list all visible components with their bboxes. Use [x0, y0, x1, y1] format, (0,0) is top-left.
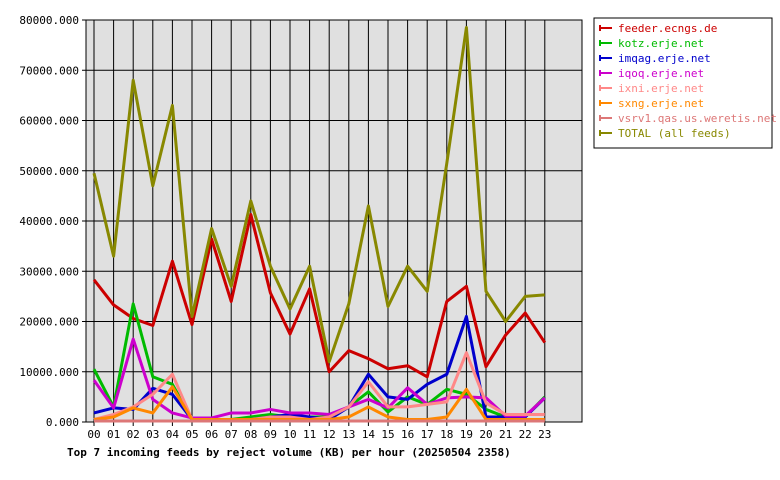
- series-line-0: [92, 212, 547, 379]
- x-tick-label: 14: [362, 428, 376, 441]
- series-line-7: [92, 26, 545, 364]
- legend-entry: kotz.erje.net: [618, 37, 704, 50]
- legend-swatch-cap: [599, 130, 601, 136]
- legend: feeder.ecngs.de kotz.erje.net imqag.erje.n…: [593, 17, 777, 149]
- chart-caption: Top 7 incoming feeds by reject volume (K…: [67, 446, 511, 459]
- legend-swatch-cap: [599, 115, 601, 121]
- x-tick-label: 11: [303, 428, 316, 441]
- legend-entry: sxng.erje.net: [618, 97, 704, 110]
- x-tick-label: 05: [185, 428, 198, 441]
- legend-entry: feeder.ecngs.de: [618, 22, 717, 35]
- legend-entry: vsrv1.qas.us.weretis.net: [618, 112, 777, 125]
- legend-swatch-cap: [599, 70, 601, 76]
- x-tick-label: 00: [87, 428, 100, 441]
- legend-swatch-cap: [599, 55, 601, 61]
- x-tick-label: 13: [342, 428, 355, 441]
- y-tick-label: 20000.000: [19, 316, 79, 329]
- x-tick-label: 06: [205, 428, 218, 441]
- x-tick-label: 12: [323, 428, 336, 441]
- x-tick-label: 01: [107, 428, 120, 441]
- x-tick-label: 22: [519, 428, 532, 441]
- x-tick-label: 03: [146, 428, 159, 441]
- legend-swatch-cap: [599, 85, 601, 91]
- x-axis: 00 01 02 03 04 05 06 07 08 09 10 11 12 13 14 15 16 17 18 19…: [87, 422, 551, 441]
- x-tick-label: 15: [381, 428, 394, 441]
- y-tick-label: 50000.000: [19, 165, 79, 178]
- x-tick-label: 23: [538, 428, 551, 441]
- legend-swatch-cap: [599, 40, 601, 46]
- legend-swatch-cap: [599, 25, 601, 31]
- legend-box: [593, 17, 773, 149]
- x-tick-label: 19: [460, 428, 473, 441]
- x-tick-label: 02: [127, 428, 140, 441]
- legend-entry: iqoq.erje.net: [618, 67, 704, 80]
- y-tick-label: 10000.000: [19, 366, 79, 379]
- x-tick-label: 17: [421, 428, 434, 441]
- x-tick-label: 16: [401, 428, 414, 441]
- x-tick-label: 21: [499, 428, 512, 441]
- y-tick-label: 70000.000: [19, 64, 79, 77]
- series-line-5: [93, 385, 545, 421]
- legend-entry: imqag.erje.net: [618, 52, 711, 65]
- x-tick-label: 10: [283, 428, 296, 441]
- x-tick-label: 04: [166, 428, 180, 441]
- y-tick-label: 80000.000: [19, 14, 79, 27]
- y-axis: 0.000 10000.000 20000.000 30000.000 40000.00…: [19, 14, 86, 429]
- y-tick-label: 30000.000: [19, 265, 79, 278]
- x-tick-label: 09: [264, 428, 277, 441]
- y-tick-label: 40000.000: [19, 215, 79, 228]
- x-tick-label: 08: [244, 428, 257, 441]
- legend-entry: TOTAL (all feeds): [618, 127, 731, 140]
- x-tick-label: 18: [440, 428, 453, 441]
- y-tick-label: 0.000: [46, 416, 79, 429]
- x-tick-label: 20: [479, 428, 492, 441]
- x-tick-label: 07: [225, 428, 238, 441]
- legend-entry: ixni.erje.net: [618, 82, 704, 95]
- y-tick-label: 60000.000: [19, 115, 79, 128]
- legend-swatch-cap: [599, 100, 601, 106]
- series-lines: [92, 26, 547, 423]
